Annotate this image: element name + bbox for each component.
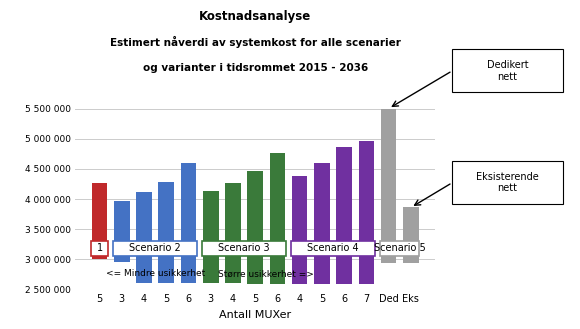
FancyBboxPatch shape (202, 241, 286, 256)
Bar (181, 163, 196, 283)
Bar (270, 153, 285, 284)
Text: Scenario 2: Scenario 2 (129, 243, 181, 253)
Text: <= Mindre usikkerhet: <= Mindre usikkerhet (106, 269, 205, 278)
Bar (336, 147, 352, 284)
Text: Estimert nåverdi av systemkost for alle scenarier: Estimert nåverdi av systemkost for alle … (110, 36, 401, 48)
Text: 1: 1 (96, 243, 103, 253)
Bar (158, 182, 174, 283)
FancyBboxPatch shape (91, 241, 108, 256)
Text: Større usikkerhet =>: Større usikkerhet => (219, 269, 314, 278)
Bar (203, 190, 219, 283)
Text: og varianter i tidsrommet 2015 - 2036: og varianter i tidsrommet 2015 - 2036 (143, 63, 368, 72)
FancyBboxPatch shape (113, 241, 197, 256)
FancyBboxPatch shape (291, 241, 375, 256)
Bar (403, 208, 419, 263)
Bar (248, 171, 263, 284)
Text: Scenario 4: Scenario 4 (307, 243, 359, 253)
Bar (381, 109, 396, 263)
Bar (225, 183, 241, 283)
Text: Eksisterende
nett: Eksisterende nett (476, 172, 539, 193)
FancyBboxPatch shape (380, 241, 419, 256)
X-axis label: Antall MUXer: Antall MUXer (219, 310, 291, 320)
Bar (314, 164, 329, 284)
Text: Kostnadsanalyse: Kostnadsanalyse (199, 10, 311, 23)
Bar (92, 183, 107, 259)
Text: Scenario 5: Scenario 5 (374, 243, 426, 253)
Bar (358, 140, 374, 284)
Bar (136, 192, 152, 283)
Bar (114, 201, 129, 262)
Text: Scenario 3: Scenario 3 (218, 243, 270, 253)
Bar (292, 176, 307, 284)
Text: Dedikert
nett: Dedikert nett (487, 60, 528, 82)
